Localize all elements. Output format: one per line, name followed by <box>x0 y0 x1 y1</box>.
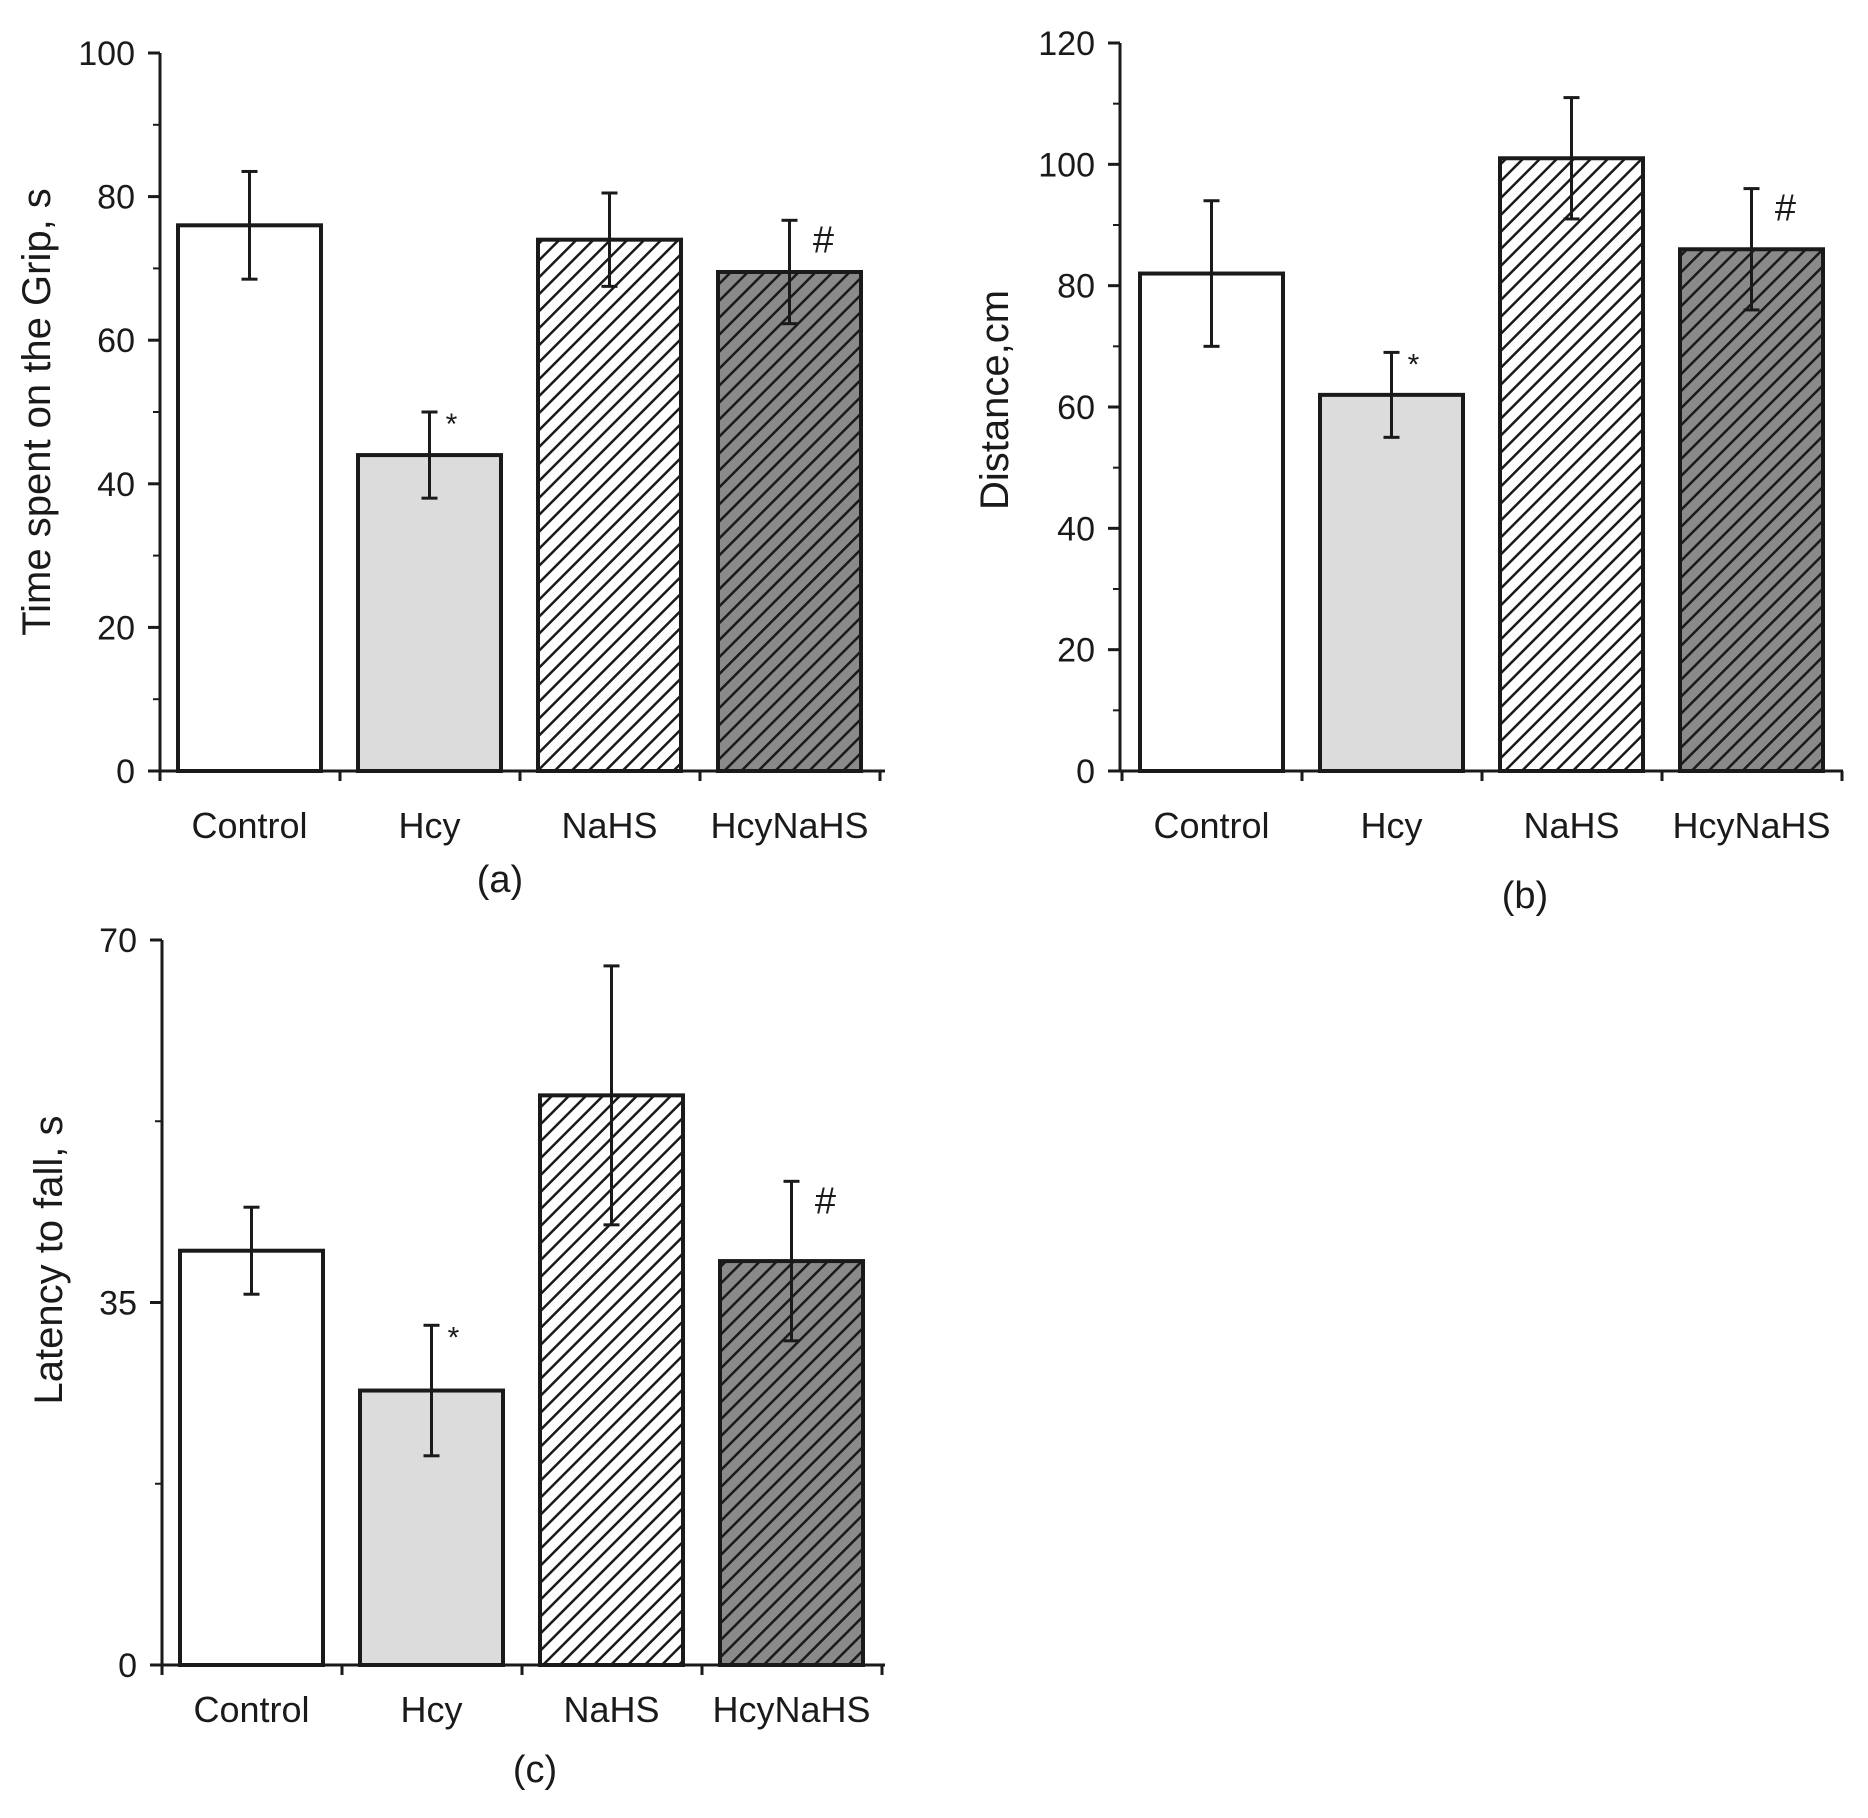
error-bar-hcynahs <box>781 218 798 326</box>
x-tick-label: Hcy <box>399 805 461 846</box>
error-bar-nahs <box>603 964 620 1227</box>
x-tick-label: NaHS <box>561 805 657 846</box>
bar-nahs <box>1498 156 1645 773</box>
significance-hash: # <box>1775 188 1796 230</box>
error-bar-control <box>241 169 258 281</box>
error-bar-hcy <box>421 410 438 500</box>
error-bar-hcynahs <box>1743 187 1760 312</box>
x-tick-label: HcyNaHS <box>712 1689 870 1730</box>
x-tick-label: Control <box>193 1689 309 1730</box>
y-tick-label: 100 <box>78 35 135 73</box>
y-tick-label: 60 <box>1057 389 1095 427</box>
significance-star: * <box>1408 348 1420 381</box>
bar-control <box>176 223 323 773</box>
y-tick-label: 35 <box>99 1285 137 1323</box>
y-tick-label: 20 <box>97 609 135 647</box>
error-bar-control <box>243 1205 260 1296</box>
panel-label: (c) <box>513 1749 557 1791</box>
y-tick-label: 80 <box>1057 268 1095 306</box>
significance-hash: # <box>813 219 834 261</box>
y-tick-label: 120 <box>1038 25 1095 63</box>
error-bar-hcy <box>1383 350 1400 439</box>
error-bar-nahs <box>601 191 618 288</box>
bar-nahs <box>536 237 683 773</box>
x-tick-label: Hcy <box>401 1689 463 1730</box>
x-tick-label: HcyNaHS <box>710 805 868 846</box>
x-tick-label: Control <box>191 805 307 846</box>
y-axis-label: Time spent on the Grip, s <box>15 188 59 636</box>
x-tick-label: NaHS <box>1523 805 1619 846</box>
panel-label: (b) <box>1502 875 1548 917</box>
bar-control <box>178 1248 325 1667</box>
bar-hcy <box>356 453 503 773</box>
y-tick-label: 20 <box>1057 632 1095 670</box>
x-tick-label: Hcy <box>1361 805 1423 846</box>
bar-hcynahs <box>1678 247 1825 773</box>
significance-hash: # <box>815 1180 836 1222</box>
y-axis-label: Distance,cm <box>973 290 1017 510</box>
significance-star: * <box>448 1321 460 1354</box>
y-axis-label: Latency to fall, s <box>27 1115 71 1404</box>
error-bar-control <box>1203 199 1220 348</box>
bar-hcy <box>1318 392 1465 773</box>
bar-hcynahs <box>716 269 863 773</box>
y-tick-label: 0 <box>116 753 135 791</box>
y-tick-label: 100 <box>1038 146 1095 184</box>
y-tick-label: 0 <box>1076 753 1095 791</box>
x-tick-label: Control <box>1153 805 1269 846</box>
bar-control <box>1138 271 1285 773</box>
y-tick-label: 80 <box>97 179 135 217</box>
y-tick-label: 70 <box>99 922 137 960</box>
y-tick-label: 40 <box>97 466 135 504</box>
panel-label: (a) <box>477 859 523 901</box>
error-bar-nahs <box>1563 96 1580 221</box>
error-bar-hcy <box>423 1323 440 1458</box>
y-tick-label: 40 <box>1057 510 1095 548</box>
y-tick-label: 0 <box>118 1647 137 1685</box>
significance-star: * <box>446 408 458 441</box>
y-tick-label: 60 <box>97 322 135 360</box>
x-tick-label: NaHS <box>563 1689 659 1730</box>
x-tick-label: HcyNaHS <box>1672 805 1830 846</box>
error-bar-hcynahs <box>783 1179 800 1343</box>
